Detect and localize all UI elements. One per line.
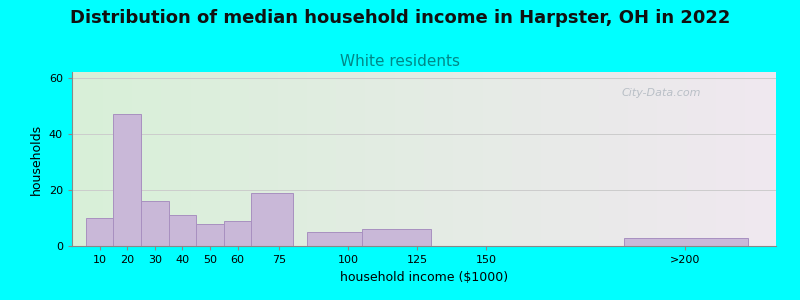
Bar [86, 218, 114, 246]
Text: Distribution of median household income in Harpster, OH in 2022: Distribution of median household income … [70, 9, 730, 27]
Bar [251, 193, 293, 246]
Bar [362, 229, 431, 246]
Bar [624, 238, 748, 246]
Bar [306, 232, 362, 246]
Text: White residents: White residents [340, 54, 460, 69]
Bar [141, 201, 169, 246]
Bar [114, 114, 141, 246]
Bar [224, 221, 251, 246]
X-axis label: household income ($1000): household income ($1000) [340, 271, 508, 284]
Text: City-Data.com: City-Data.com [621, 88, 701, 98]
Bar [169, 215, 196, 246]
Bar [196, 224, 224, 246]
Y-axis label: households: households [30, 123, 43, 195]
